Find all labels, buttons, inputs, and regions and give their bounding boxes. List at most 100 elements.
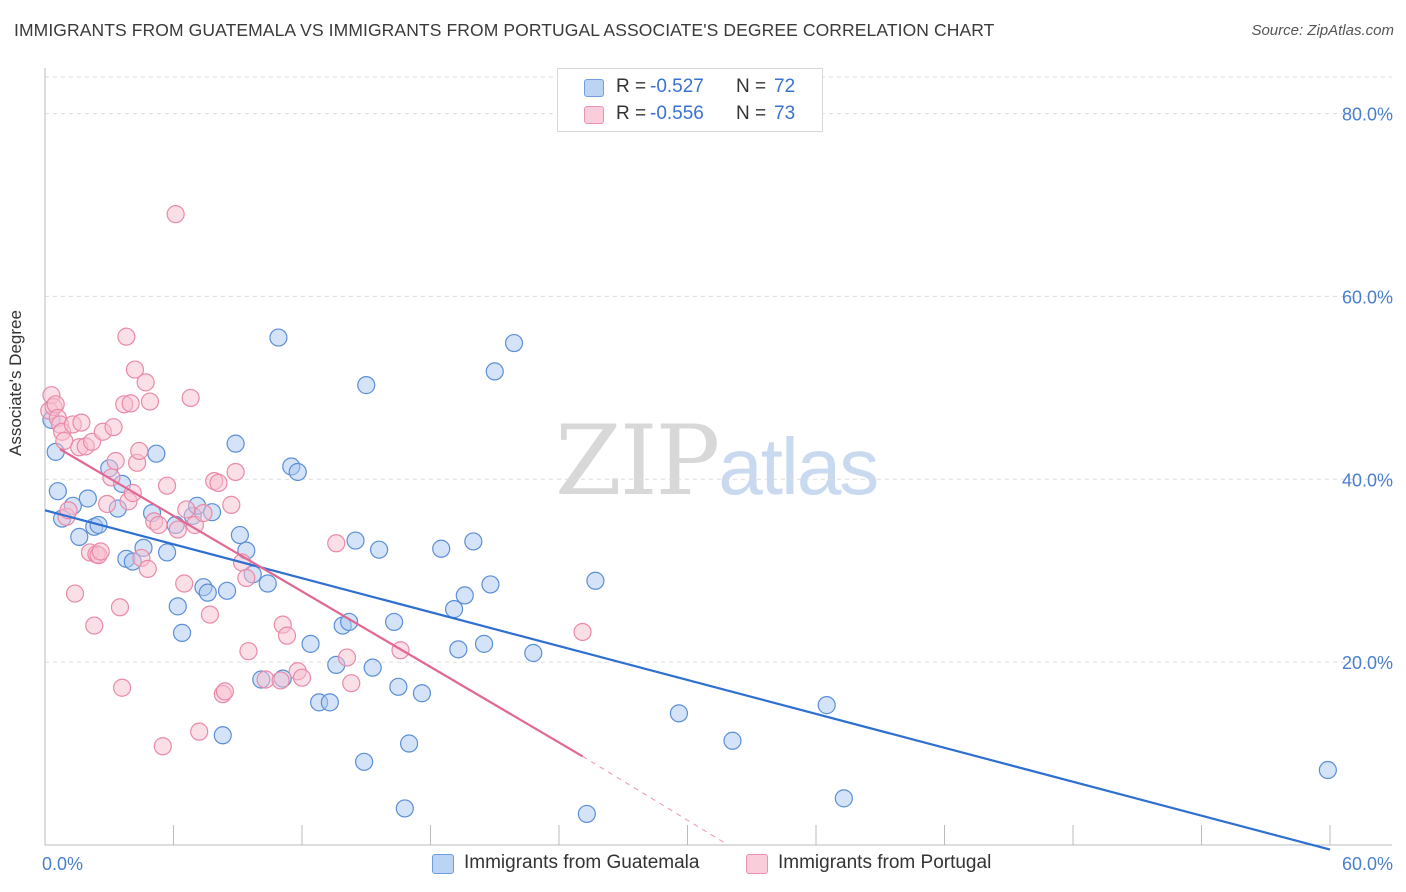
y-tick-label: 80.0% bbox=[1342, 105, 1393, 125]
guatemala-point bbox=[504, 333, 524, 353]
y-axis-label: Associate's Degree bbox=[6, 310, 25, 456]
portugal-point bbox=[149, 515, 168, 535]
portugal-point bbox=[117, 327, 136, 346]
guatemala-point bbox=[464, 532, 483, 551]
guatemala-point bbox=[157, 543, 177, 562]
portugal-point bbox=[226, 462, 245, 482]
legend-n-label: N = bbox=[736, 103, 767, 124]
guatemala-point bbox=[817, 696, 836, 715]
portugal-point bbox=[271, 671, 290, 690]
guatemala-point bbox=[485, 362, 504, 381]
legend-n-value: 73 bbox=[774, 103, 796, 124]
portugal-point bbox=[112, 678, 132, 697]
portugal-point bbox=[104, 418, 123, 437]
portugal-point bbox=[327, 534, 346, 553]
guatemala-point bbox=[357, 376, 376, 395]
guatemala-point bbox=[226, 434, 245, 453]
portugal-point bbox=[125, 360, 145, 379]
guatemala-point bbox=[399, 734, 419, 753]
series-guatemala-points bbox=[42, 328, 1337, 824]
y-tick-label: 60.0% bbox=[1342, 287, 1393, 307]
portugal-point bbox=[277, 626, 297, 645]
portugal-point bbox=[190, 722, 209, 741]
trend-lines bbox=[44, 448, 1331, 851]
legend-label-portugal: Immigrants from Portugal bbox=[778, 852, 992, 873]
portugal-point bbox=[166, 205, 185, 224]
guatemala-point bbox=[384, 612, 404, 632]
portugal-point bbox=[239, 642, 258, 661]
legend-r-label: R = bbox=[616, 76, 647, 97]
guatemala-point bbox=[389, 677, 408, 696]
guatemala-point bbox=[370, 540, 389, 559]
legend-n-value: 72 bbox=[774, 76, 796, 97]
chart-title: IMMIGRANTS FROM GUATEMALA VS IMMIGRANTS … bbox=[14, 20, 995, 40]
guatemala-point bbox=[301, 634, 320, 653]
legend-label-guatemala: Immigrants from Guatemala bbox=[464, 852, 700, 873]
guatemala-point bbox=[217, 581, 237, 600]
guatemala-point bbox=[395, 799, 414, 818]
guatemala-point bbox=[168, 597, 187, 616]
watermark-zip: ZIP bbox=[555, 405, 720, 517]
source-credit: Source: ZipAtlas.com bbox=[1251, 22, 1394, 39]
guatemala-point bbox=[577, 804, 596, 824]
portugal-point bbox=[222, 495, 241, 514]
portugal-point bbox=[177, 500, 196, 519]
guatemala-point bbox=[70, 527, 89, 546]
portugal-point bbox=[194, 504, 213, 523]
portugal-point bbox=[337, 648, 357, 667]
portugal-point bbox=[292, 668, 312, 687]
portugal-point bbox=[91, 542, 110, 561]
guatemala-point bbox=[363, 658, 382, 677]
guatemala-point bbox=[444, 600, 464, 619]
x-tick-label: 0.0% bbox=[42, 854, 83, 874]
guatemala-point bbox=[172, 623, 192, 642]
portugal-point bbox=[153, 737, 172, 756]
legend-r-value: -0.556 bbox=[650, 103, 704, 124]
guatemala-point bbox=[78, 489, 97, 508]
portugal-point bbox=[85, 616, 104, 635]
guatemala-point bbox=[213, 726, 232, 745]
portugal-point bbox=[237, 568, 256, 588]
guatemala-point bbox=[449, 640, 468, 659]
legend-n-label: N = bbox=[736, 76, 767, 97]
series-portugal-points bbox=[40, 205, 592, 756]
series-legend: Immigrants from Guatemala Immigrants fro… bbox=[0, 851, 1406, 879]
legend-r-label: R = bbox=[616, 103, 647, 124]
portugal-point bbox=[342, 674, 361, 693]
guatemala-point bbox=[320, 693, 339, 712]
portugal-swatch bbox=[584, 106, 604, 124]
portugal-point bbox=[215, 682, 234, 701]
guatemala-point bbox=[1318, 760, 1337, 780]
portugal-point bbox=[106, 451, 125, 471]
portugal-point bbox=[65, 584, 85, 603]
guatemala-point bbox=[834, 789, 853, 808]
guatemala-point bbox=[48, 482, 67, 501]
guatemala-point bbox=[147, 444, 166, 463]
portugal-point bbox=[72, 413, 91, 432]
guatemala-point bbox=[258, 574, 277, 593]
guatemala-point bbox=[198, 583, 217, 602]
tick-labels: 20.0% 40.0% 60.0% 80.0% 0.0% 60.0% bbox=[42, 105, 1393, 874]
x-tick-label: 60.0% bbox=[1342, 854, 1393, 874]
axes bbox=[44, 68, 1392, 846]
guatemala-point bbox=[230, 525, 249, 545]
portugal-point bbox=[573, 622, 592, 642]
guatemala-point bbox=[669, 704, 689, 723]
guatemala-point bbox=[412, 684, 432, 703]
portugal-point bbox=[130, 441, 149, 461]
portugal-trend-line bbox=[59, 448, 584, 758]
guatemala-point bbox=[346, 531, 365, 550]
guatemala-point bbox=[455, 586, 474, 605]
guatemala-point bbox=[723, 731, 742, 750]
portugal-point bbox=[157, 476, 177, 495]
portugal-point bbox=[136, 373, 155, 392]
portugal-point bbox=[121, 394, 140, 413]
portugal-point bbox=[110, 598, 130, 617]
guatemala-trend-line bbox=[44, 509, 1331, 851]
correlation-legend: R = -0.527 N = 72 R = -0.556 N = 73 bbox=[557, 68, 823, 132]
y-tick-label: 20.0% bbox=[1342, 653, 1393, 673]
portugal-point bbox=[168, 520, 187, 539]
portugal-point bbox=[209, 473, 228, 493]
guatemala-point bbox=[524, 643, 543, 663]
